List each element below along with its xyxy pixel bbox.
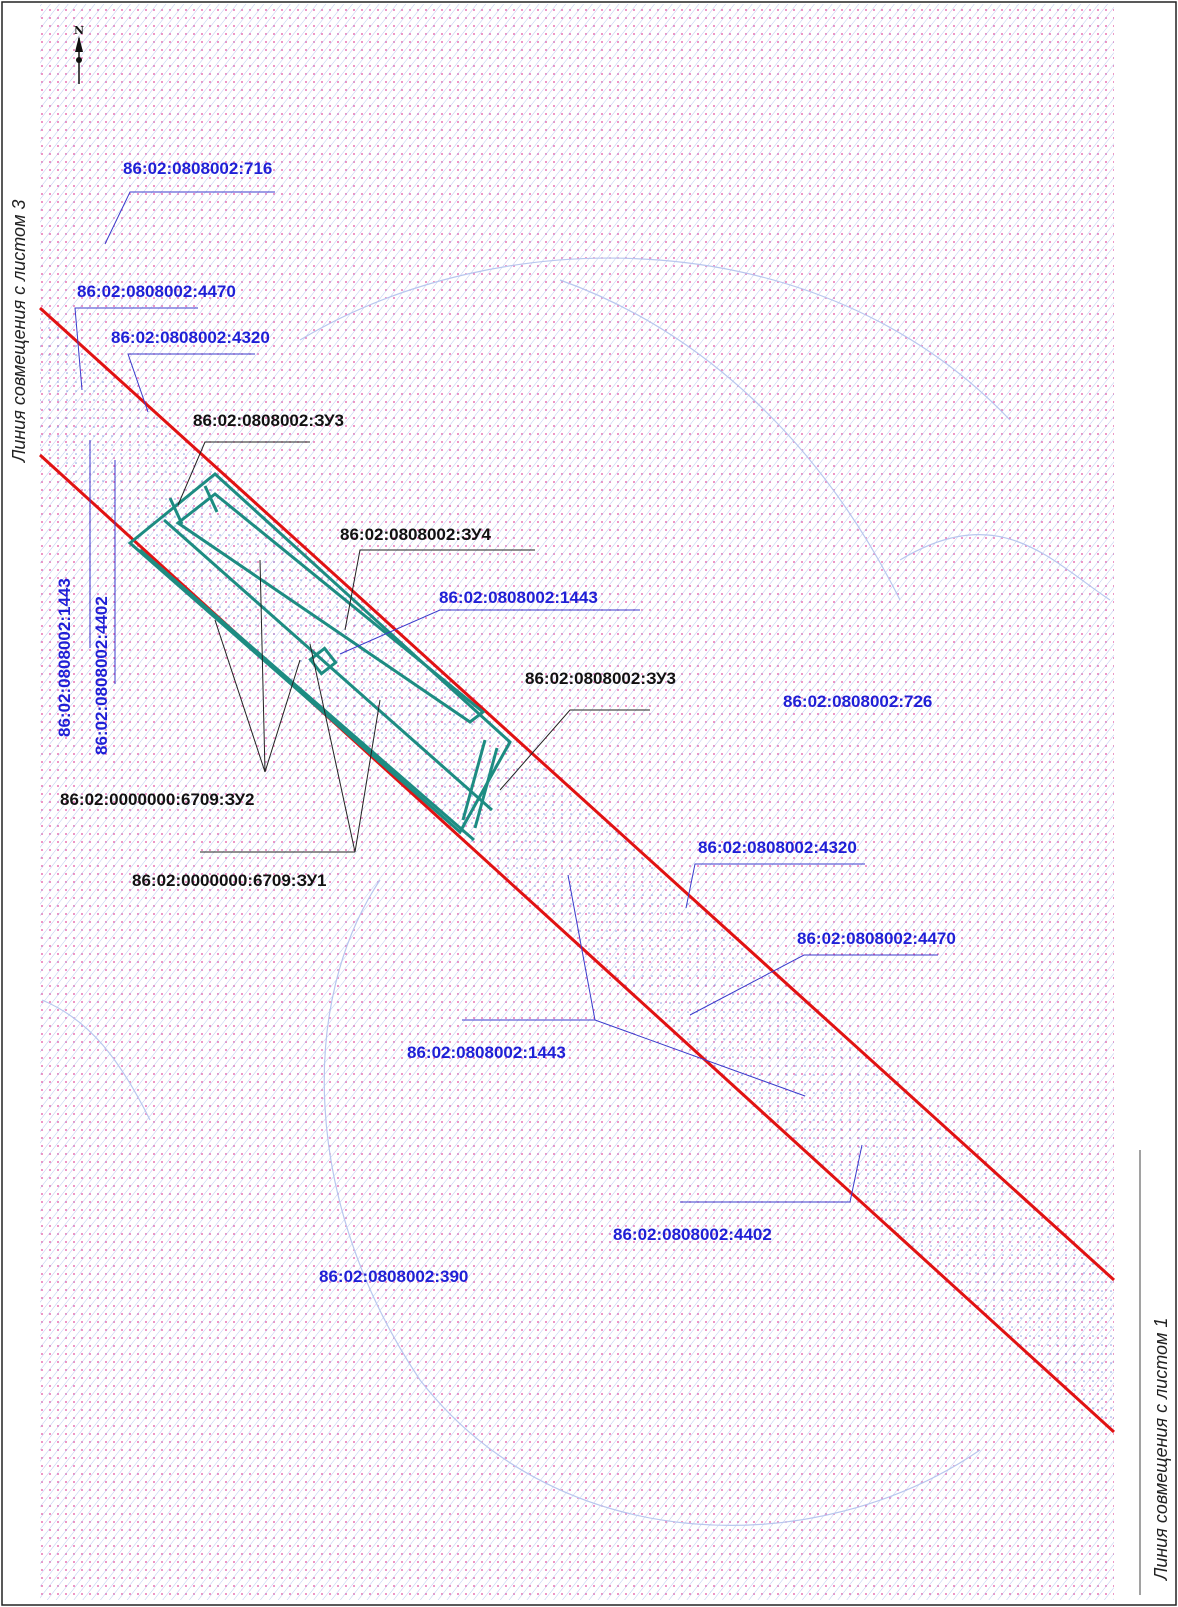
contour-arc-upper [299, 257, 1011, 421]
leader-1443-lower-b [567, 874, 596, 1021]
leader-4320-top [127, 353, 255, 413]
existing-parcel-labels: 86:02:0808002:716 86:02:0808002:4470 86:… [55, 159, 956, 1286]
parcel-cross-line-a [168, 497, 184, 525]
parcel-label-1443-mid[interactable]: 86:02:0808002:1443 [439, 588, 598, 607]
north-arrow-head [75, 36, 83, 52]
contour-arc-right [899, 534, 1111, 601]
map-field [40, 4, 1114, 1600]
corridor-hatch [40, 308, 1114, 1432]
parcel-zu3-divider-a [473, 747, 499, 829]
parcel-label-726[interactable]: 86:02:0808002:726 [783, 692, 932, 711]
parcel-label-1443-vertical[interactable]: 86:02:0808002:1443 [55, 578, 74, 737]
contour-arc-mid [559, 279, 901, 601]
parcel-zu2-inner-line-2 [139, 548, 475, 842]
parcel-label-390[interactable]: 86:02:0808002:390 [319, 1267, 468, 1286]
contour-arc-lower [323, 879, 981, 1526]
parcel-label-4470-top[interactable]: 86:02:0808002:4470 [77, 282, 236, 301]
new-parcel-label-zu1[interactable]: 86:02:0000000:6709:ЗУ1 [132, 871, 327, 890]
parcel-label-4402-lower[interactable]: 86:02:0808002:4402 [613, 1225, 772, 1244]
parcel-cross-line-b [203, 485, 219, 513]
new-parcel-label-zu3-top[interactable]: 86:02:0808002:ЗУ3 [193, 411, 344, 430]
north-arrow: N [74, 24, 84, 84]
parcel-label-4470-right[interactable]: 86:02:0808002:4470 [797, 929, 956, 948]
new-parcel-label-zu4[interactable]: 86:02:0808002:ЗУ4 [340, 525, 492, 544]
leader-4470-top [74, 307, 198, 391]
leader-lines [74, 191, 938, 1203]
leader-zu2-c [264, 659, 301, 773]
parcel-zu3-divider-b [461, 739, 487, 821]
leader-4470-right [689, 954, 938, 1016]
north-arrow-dot [76, 57, 82, 63]
boundary-line-upper [38, 306, 1116, 1282]
leader-4402-lower [680, 1144, 863, 1203]
leader-zu2-b [259, 559, 266, 773]
leader-zu1-a [309, 643, 356, 853]
new-parcel-labels: 86:02:0808002:ЗУ3 86:02:0808002:ЗУ4 86:0… [60, 411, 676, 890]
leader-716 [104, 191, 275, 245]
parcel-label-4402-vertical[interactable]: 86:02:0808002:4402 [92, 596, 111, 755]
parcel-label-4320-right[interactable]: 86:02:0808002:4320 [698, 838, 857, 857]
leader-zu3-top [177, 441, 310, 506]
leader-1443-mid [339, 609, 640, 655]
leader-4320-right [685, 863, 865, 909]
matchline-label-left: Линия совмещения с листом 3 [9, 200, 29, 463]
new-parcel-label-zu2[interactable]: 86:02:0000000:6709:ЗУ2 [60, 790, 255, 809]
parcel-label-1443-lower[interactable]: 86:02:0808002:1443 [407, 1043, 566, 1062]
leader-zu4 [344, 549, 535, 631]
parcel-small-square [308, 646, 338, 676]
new-parcel-label-zu3-mid[interactable]: 86:02:0808002:ЗУ3 [525, 669, 676, 688]
parcel-label-716[interactable]: 86:02:0808002:716 [123, 159, 272, 178]
parcel-zu2-inner-line [163, 518, 493, 812]
matchline-label-right: Линия совмещения с листом 1 [1151, 1318, 1171, 1581]
leader-zu1-b [354, 699, 381, 853]
parcel-label-4320-top[interactable]: 86:02:0808002:4320 [111, 328, 270, 347]
parcel-zu4-outline [175, 492, 486, 724]
contour-arc-left [41, 999, 151, 1121]
new-parcel-outlines [127, 472, 512, 842]
leader-zu2-a [214, 619, 266, 773]
north-arrow-letter: N [74, 24, 84, 37]
leader-zu3-mid [499, 709, 650, 791]
